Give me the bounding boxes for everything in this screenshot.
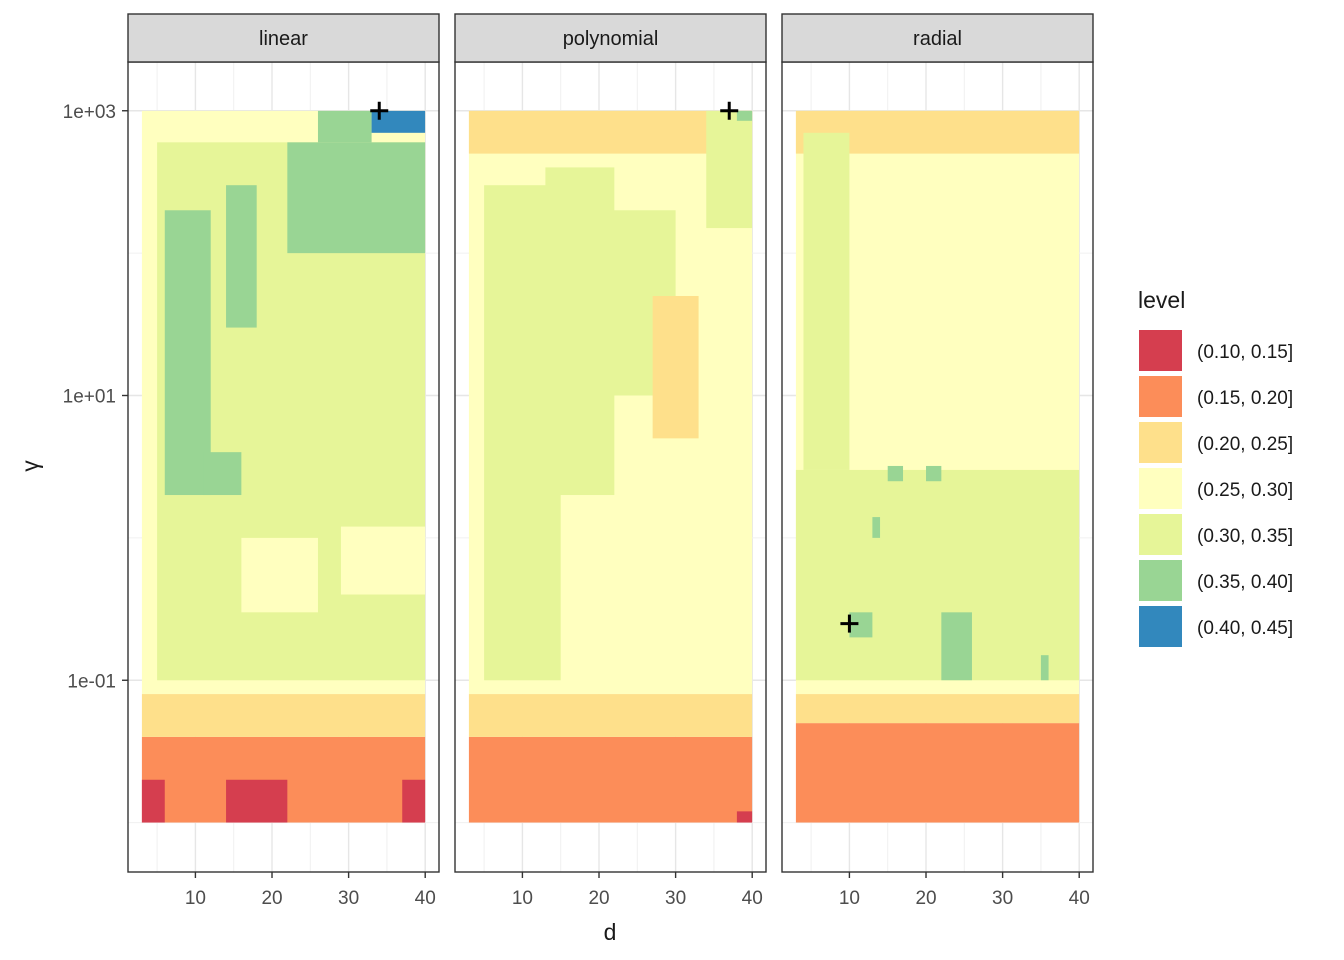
contour-region-level-0 (736, 811, 753, 823)
legend-label: (0.15, 0.20] (1197, 388, 1293, 409)
y-tick-label: 1e+03 (63, 102, 116, 123)
contour-region-level-2 (652, 295, 699, 439)
contour-region-level-5 (226, 185, 257, 328)
contour-region-level-2 (468, 694, 753, 737)
optimum-marker (370, 101, 389, 120)
legend-label: (0.10, 0.15] (1197, 342, 1293, 363)
contour-region-level-5 (287, 142, 426, 254)
contour-region-level-5 (203, 452, 242, 496)
contour-region-level-3 (241, 537, 318, 613)
x-tick-label: 30 (665, 888, 686, 909)
contour-region-level-2 (141, 694, 426, 737)
facet-panel-linear: linear 10 20 30 40 1e-01 1e+01 1e+03 (63, 13, 440, 909)
x-tick-label: 10 (839, 888, 860, 909)
facet-strip (454, 13, 767, 63)
contour-region-level-1 (468, 736, 753, 823)
contour-region-level-6 (371, 110, 426, 133)
facet-strip (127, 13, 440, 63)
y-tick-label: 1e-01 (67, 671, 116, 692)
contour-region-level-5 (872, 517, 881, 538)
contour-region-level-2 (795, 694, 1080, 724)
contour-region-level-4 (795, 469, 1080, 681)
legend-label: (0.30, 0.35] (1197, 526, 1293, 547)
contour-region-level-5 (887, 465, 904, 482)
x-tick-label: 40 (415, 888, 436, 909)
optimum-marker (720, 101, 739, 120)
facet-strip-label: radial (913, 28, 962, 50)
contour-regions (141, 110, 426, 823)
x-tick-label: 20 (588, 888, 609, 909)
contour-region-level-4 (803, 132, 850, 470)
contour-region-level-3 (340, 526, 426, 595)
contour-region-level-5 (849, 612, 873, 638)
legend-key (1139, 422, 1182, 463)
x-tick-label: 20 (915, 888, 936, 909)
x-axis-title: d (604, 919, 617, 945)
contour-region-level-5 (926, 465, 942, 482)
contour-region-level-1 (795, 723, 1080, 823)
x-tick-label: 40 (1069, 888, 1090, 909)
x-tick-label: 20 (261, 888, 282, 909)
legend-title: level (1138, 287, 1185, 313)
legend-key (1139, 468, 1182, 509)
facet-strip-label: linear (259, 28, 308, 50)
contour-region-level-0 (226, 779, 288, 823)
contour-region-level-0 (141, 779, 165, 823)
x-tick-label: 40 (742, 888, 763, 909)
contour-region-level-5 (941, 612, 972, 681)
legend-key (1139, 560, 1182, 601)
contour-regions (468, 110, 753, 823)
legend-key (1139, 376, 1182, 417)
contour-region-level-5 (164, 210, 211, 496)
legend: level (0.10, 0.15] (0.15, 0.20] (0.20, 0.25… (1138, 287, 1293, 647)
x-tick-label: 10 (512, 888, 533, 909)
legend-key (1139, 330, 1182, 371)
legend-key (1139, 606, 1182, 647)
contour-region-level-5 (736, 110, 753, 121)
legend-label: (0.40, 0.45] (1197, 618, 1293, 639)
contour-region-level-2 (468, 110, 753, 154)
y-axis-title: γ (17, 460, 43, 472)
optimum-marker (840, 614, 859, 633)
legend-key (1139, 514, 1182, 555)
contour-region-level-5 (1040, 655, 1049, 681)
facet-strip (781, 13, 1094, 63)
contour-regions (795, 110, 1080, 823)
legend-label: (0.20, 0.25] (1197, 434, 1293, 455)
x-tick-label: 30 (338, 888, 359, 909)
contour-region-level-5 (317, 110, 372, 143)
facet-strip-label: polynomial (563, 28, 659, 50)
x-tick-label: 30 (992, 888, 1013, 909)
contour-region-level-4 (706, 110, 753, 229)
y-tick-label: 1e+01 (63, 387, 116, 408)
legend-label: (0.25, 0.30] (1197, 480, 1293, 501)
contour-region-level-0 (402, 779, 426, 823)
legend-label: (0.35, 0.40] (1197, 572, 1293, 593)
x-tick-label: 10 (185, 888, 206, 909)
facet-panel-radial: radial 10 20 30 40 (781, 13, 1094, 909)
facet-panel-polynomial: polynomial 10 20 30 40 (454, 13, 767, 909)
